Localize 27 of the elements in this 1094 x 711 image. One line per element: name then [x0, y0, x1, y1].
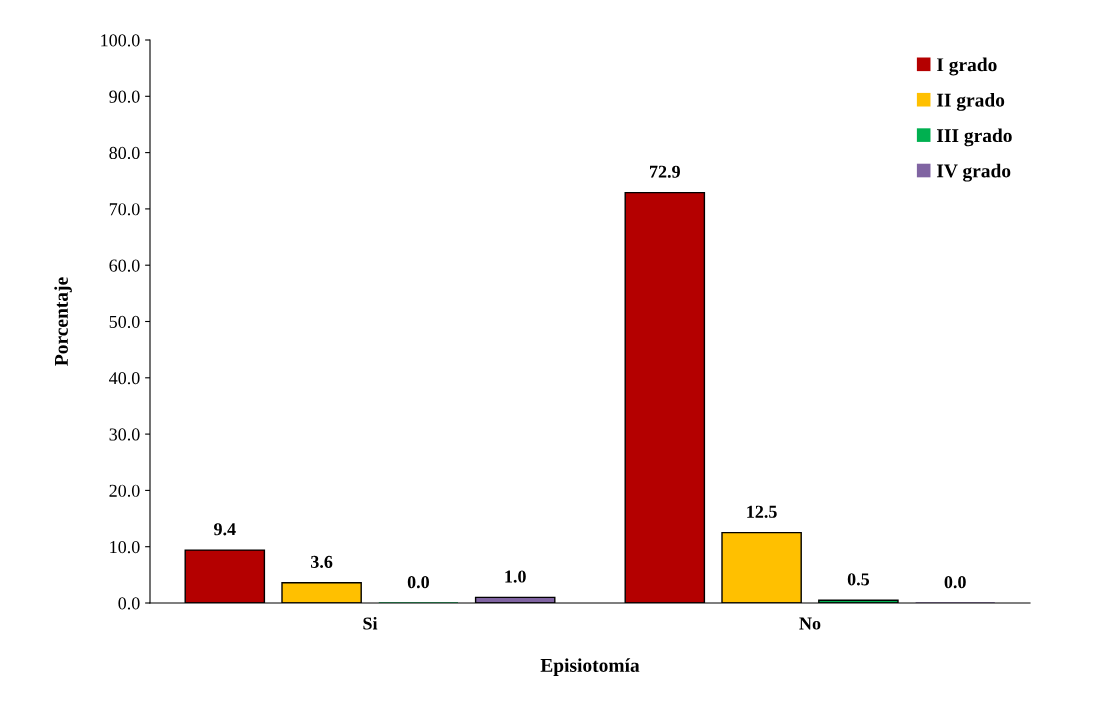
y-tick-label: 50.0: [109, 315, 140, 329]
y-tick-label: 10.0: [110, 540, 140, 554]
data-label: 0.0: [944, 576, 966, 589]
legend-label: IV grado: [936, 163, 1011, 182]
data-label: 12.5: [747, 505, 777, 518]
data-label: 1.0: [505, 570, 526, 583]
y-tick-label: 30.0: [109, 428, 140, 441]
x-axis-title: Episiotomía: [540, 658, 640, 676]
data-label: 0.0: [407, 576, 429, 589]
y-tick-label: 90.0: [109, 90, 140, 103]
y-tick-label: 20.0: [109, 484, 140, 497]
y-tick-label: 100.0: [101, 34, 140, 47]
x-tick-label: Si: [363, 616, 378, 630]
y-tick-label: 60.0: [109, 259, 140, 272]
data-label: 3.6: [311, 555, 333, 569]
data-label: 72.9: [650, 165, 680, 178]
x-tick-label: No: [799, 617, 821, 630]
data-label: 9.4: [214, 523, 236, 536]
legend-label: III grado: [936, 128, 1012, 147]
y-axis-title: Porcentaje: [54, 277, 72, 366]
y-tick-label: 80.0: [109, 146, 140, 160]
legend-label: I grado: [936, 57, 997, 76]
y-tick-label: 70.0: [109, 203, 140, 216]
legend-label: II grado: [936, 93, 1005, 111]
y-tick-label: 40.0: [109, 372, 140, 385]
y-tick-label: 0.0: [118, 597, 140, 610]
data-label: 0.5: [847, 573, 870, 586]
